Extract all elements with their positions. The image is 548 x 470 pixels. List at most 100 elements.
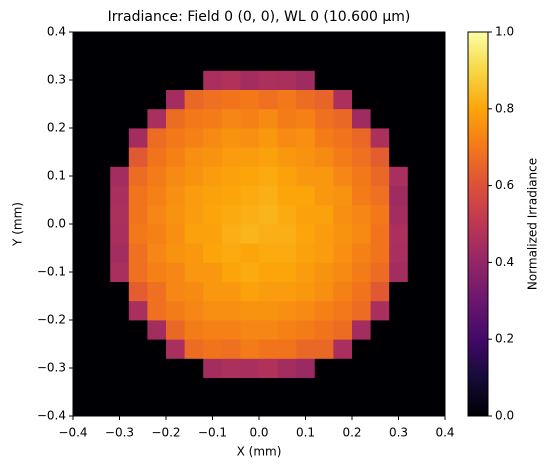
heatmap-cell xyxy=(166,224,185,244)
heatmap-cell xyxy=(407,166,427,186)
heatmap-cell xyxy=(296,320,316,340)
colorbar-label: Normalized Irradiance xyxy=(526,158,540,290)
heatmap-cell xyxy=(91,185,111,206)
heatmap-cell xyxy=(203,128,223,148)
heatmap-cell xyxy=(370,358,390,378)
heatmap-cell xyxy=(426,108,446,129)
heatmap-cell xyxy=(128,89,148,110)
heatmap-cell xyxy=(73,300,92,321)
heatmap-cell xyxy=(389,147,409,167)
heatmap-cell xyxy=(240,377,260,398)
heatmap-cell xyxy=(314,281,334,302)
heatmap-cell xyxy=(73,339,92,359)
x-axis-label: X (mm) xyxy=(237,445,282,459)
heatmap-cell xyxy=(203,281,223,302)
heatmap-cell xyxy=(166,166,185,186)
heatmap-cell xyxy=(240,108,260,129)
heatmap-cell xyxy=(73,204,92,225)
heatmap-cell xyxy=(407,70,427,90)
heatmap-cell xyxy=(352,51,371,71)
heatmap-cell xyxy=(277,51,297,71)
heatmap-cell xyxy=(166,147,185,167)
heatmap-cell xyxy=(128,185,148,206)
heatmap-cell xyxy=(128,281,148,302)
heatmap-cell xyxy=(184,262,204,282)
heatmap-cell xyxy=(91,281,111,302)
heatmap-cell xyxy=(407,262,427,282)
heatmap-cell xyxy=(407,320,427,340)
colorbar-tick-label: 0.4 xyxy=(495,255,514,269)
heatmap-cell xyxy=(221,70,241,90)
heatmap-cell xyxy=(407,281,427,302)
heatmap-cell xyxy=(389,281,409,302)
heatmap-cell xyxy=(221,262,241,282)
heatmap-cell xyxy=(184,300,204,321)
heatmap-cell xyxy=(314,262,334,282)
heatmap-cell xyxy=(147,377,167,398)
heatmap-cell xyxy=(314,32,334,52)
heatmap-cell xyxy=(333,377,353,398)
heatmap-cell xyxy=(221,128,241,148)
heatmap-cell xyxy=(73,70,92,90)
heatmap-cell xyxy=(184,224,204,244)
heatmap-cell xyxy=(240,204,260,225)
heatmap-cell xyxy=(277,204,297,225)
heatmap-cell xyxy=(240,281,260,302)
heatmap-cell xyxy=(240,128,260,148)
heatmap-cell xyxy=(166,108,185,129)
heatmap-cell xyxy=(203,358,223,378)
heatmap-cell xyxy=(110,243,130,263)
heatmap-cell xyxy=(296,108,316,129)
y-tick-label: 0.2 xyxy=(47,121,66,135)
heatmap-cell xyxy=(73,358,92,378)
x-tick-label: −0.1 xyxy=(198,426,227,440)
y-tick-label: −0.4 xyxy=(37,409,66,423)
x-tick-label: −0.2 xyxy=(151,426,180,440)
heatmap-cell xyxy=(259,281,278,302)
heatmap-cell xyxy=(277,396,297,417)
heatmap-cell xyxy=(110,128,130,148)
heatmap-cell xyxy=(221,51,241,71)
heatmap-cell xyxy=(370,32,390,52)
heatmap-cell xyxy=(407,300,427,321)
heatmap-cell xyxy=(73,147,92,167)
heatmap-cell xyxy=(426,300,446,321)
heatmap-cell xyxy=(296,51,316,71)
heatmap-cell xyxy=(91,396,111,417)
colorbar-tick-label: 0.6 xyxy=(495,178,514,192)
heatmap-cell xyxy=(314,51,334,71)
heatmap-cell xyxy=(333,224,353,244)
heatmap-cell xyxy=(407,339,427,359)
heatmap-cell xyxy=(203,224,223,244)
heatmap-cell xyxy=(128,262,148,282)
heatmap-cell xyxy=(73,262,92,282)
heatmap-cell xyxy=(203,51,223,71)
heatmap-cell xyxy=(184,89,204,110)
heatmap-cell xyxy=(221,377,241,398)
heatmap-cell xyxy=(389,89,409,110)
heatmap-cell xyxy=(407,108,427,129)
heatmap-cell xyxy=(73,281,92,302)
heatmap-cell xyxy=(370,377,390,398)
heatmap-cell xyxy=(147,70,167,90)
heatmap-cell xyxy=(259,166,278,186)
heatmap-cell xyxy=(128,70,148,90)
heatmap-cell xyxy=(166,51,185,71)
heatmap-cell xyxy=(110,224,130,244)
heatmap-cell xyxy=(166,339,185,359)
heatmap-cell xyxy=(259,147,278,167)
heatmap-cell xyxy=(221,166,241,186)
heatmap-cell xyxy=(91,32,111,52)
heatmap-cell xyxy=(128,51,148,71)
heatmap-cell xyxy=(314,108,334,129)
heatmap-cell xyxy=(110,89,130,110)
heatmap-cell xyxy=(352,204,371,225)
heatmap-cell xyxy=(389,185,409,206)
heatmap-cell xyxy=(184,128,204,148)
heatmap-cell xyxy=(147,32,167,52)
heatmap-cell xyxy=(240,243,260,263)
heatmap-cell xyxy=(259,358,278,378)
heatmap-cell xyxy=(333,300,353,321)
heatmap-cell xyxy=(73,396,92,417)
heatmap-cell xyxy=(184,108,204,129)
